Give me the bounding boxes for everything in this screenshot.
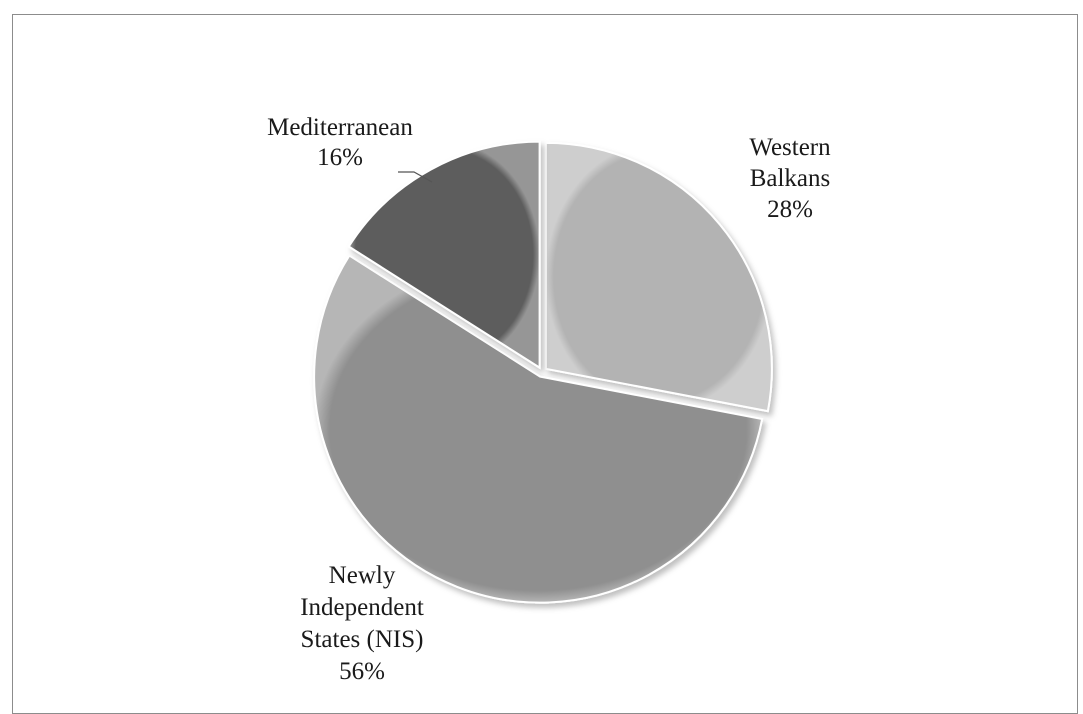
slice-name-line-1: Mediterranean xyxy=(267,114,413,141)
pie-chart: Western Balkans 28% Newly Independent States … xyxy=(267,114,831,685)
slice-name-line-1: Newly xyxy=(329,562,396,589)
slice-western-balkans xyxy=(544,141,773,413)
slice-percent-western-balkans: 28% xyxy=(767,196,813,223)
slice-mediterranean xyxy=(347,140,541,370)
pie-slices xyxy=(313,140,773,604)
slice-name-line-3: States (NIS) xyxy=(301,626,424,653)
slice-western-balkans-highlight xyxy=(545,142,772,412)
slice-mediterranean-highlight xyxy=(348,141,540,368)
slice-name-line-2: Independent xyxy=(300,594,424,621)
slice-percent-newly-independent-states-nis: 56% xyxy=(339,658,385,685)
slice-label-mediterranean: Mediterranean 16% xyxy=(267,114,413,171)
slice-label-western-balkans: Western Balkans 28% xyxy=(749,134,831,223)
slice-newly-independent-states-nis xyxy=(313,254,764,604)
slice-label-newly-independent-states-nis: Newly Independent States (NIS) 56% xyxy=(300,562,424,685)
slice-name-line-1: Western xyxy=(749,134,831,161)
slice-percent-mediterranean: 16% xyxy=(317,144,363,171)
leader-line-mediterranean xyxy=(398,171,433,183)
slice-newly-independent-states-nis-highlight xyxy=(314,255,763,603)
slice-labels: Western Balkans 28% Newly Independent States … xyxy=(267,114,831,685)
slice-name-line-2: Balkans xyxy=(750,165,831,192)
leader-lines xyxy=(398,171,433,183)
